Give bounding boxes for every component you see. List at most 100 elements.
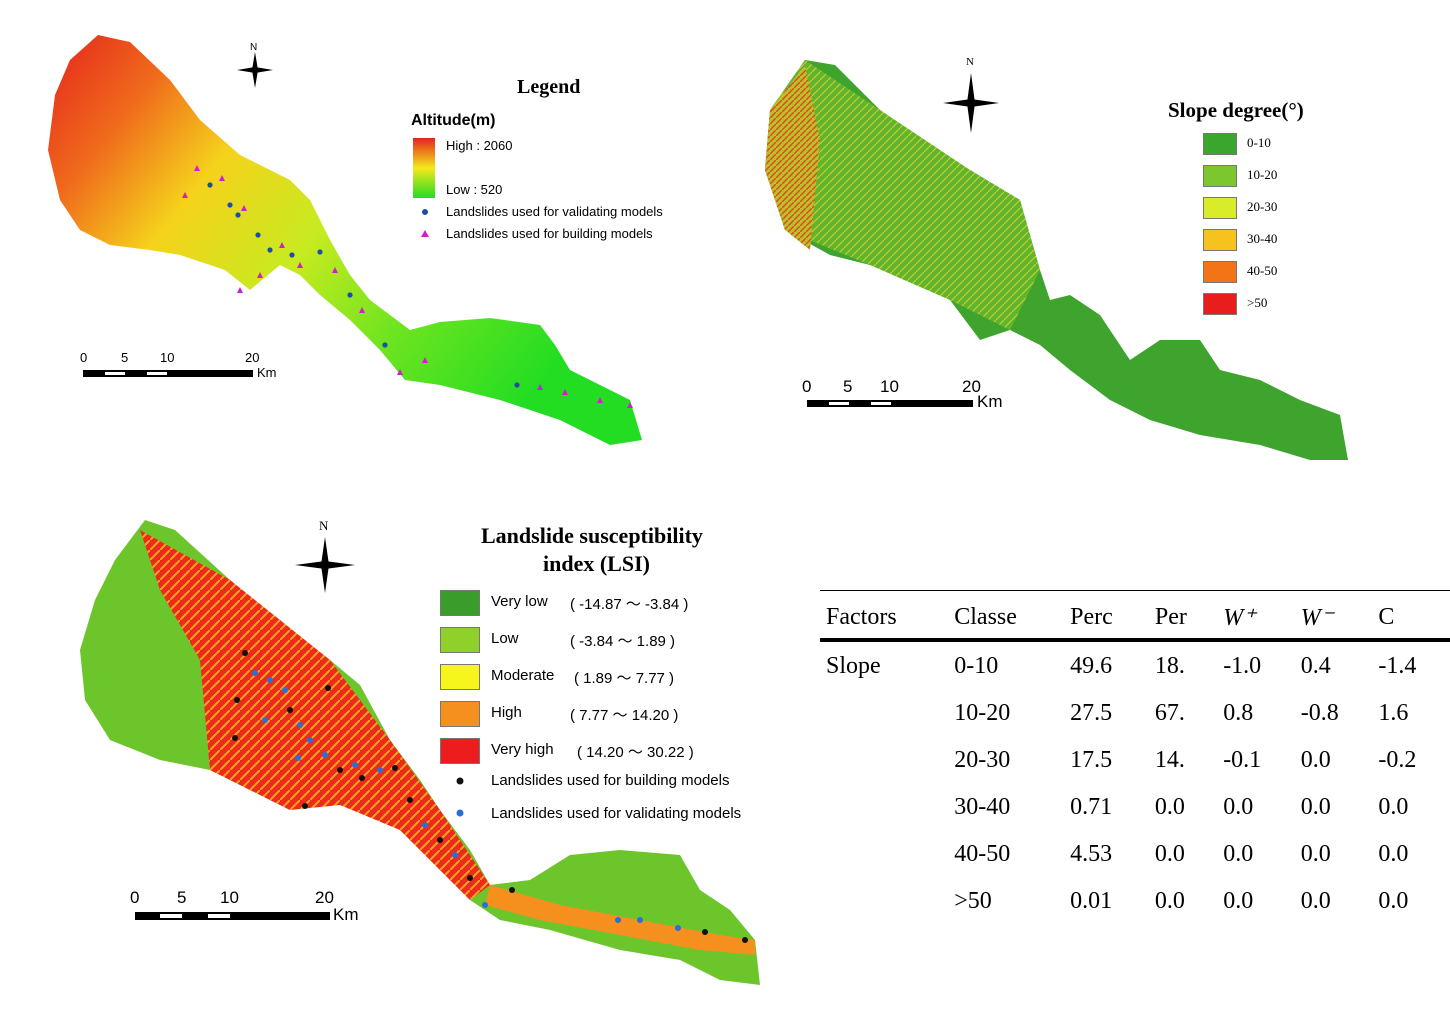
table-cell: Slope — [826, 653, 881, 679]
landslide-marker — [297, 722, 303, 728]
lsi-class-range: ( 7.77 ～ 14.20 ) — [570, 707, 679, 724]
table-cell: 0.0 — [1154, 841, 1185, 867]
north-arrow-icon — [237, 52, 273, 88]
scale-tick-0: 0 — [130, 888, 140, 907]
table-cell: 0.0 — [1300, 794, 1331, 820]
table-header-row: Factors Classe Perc Per W⁺ W⁻ C — [820, 590, 1450, 642]
lsi-legend-swatch — [440, 664, 480, 690]
table-cell: 0.8 — [1223, 700, 1254, 726]
lsi-class-range: ( 1.89 ～ 7.77 ) — [574, 670, 675, 687]
weights-of-evidence-table: Factors Classe Perc Per W⁺ W⁻ C Slope 0-10 49.6 1… — [820, 590, 1450, 924]
altitude-low-label: Low : 520 — [446, 182, 503, 197]
landslide-marker — [382, 342, 388, 348]
table-cell: 0-10 — [954, 653, 999, 679]
landslide-marker — [392, 765, 398, 771]
lsi-class-name: Very low — [491, 593, 548, 610]
scale-tick-10: 10 — [220, 888, 239, 907]
slope-legend-swatch — [1203, 293, 1237, 315]
table-row: >50 0.01 0.0 0.0 0.0 0.0 — [820, 877, 1450, 924]
landslide-marker — [287, 707, 293, 713]
landslide-marker — [252, 670, 258, 676]
table-cell — [820, 877, 948, 924]
landslide-marker — [262, 717, 268, 723]
table-cell: 0.4 — [1300, 653, 1331, 679]
landslide-marker — [359, 307, 365, 313]
landslide-marker — [597, 397, 603, 403]
validating-marker-icon — [456, 809, 464, 817]
landslide-marker — [295, 755, 301, 761]
landslide-marker — [627, 402, 633, 408]
legend-title: Legend — [517, 76, 581, 98]
landslide-marker — [207, 182, 213, 188]
table-cell: 18. — [1154, 653, 1185, 679]
lsi-class-range: ( 14.20 ～ 30.22 ) — [577, 744, 694, 761]
slope-steep-zone — [765, 60, 1040, 330]
slope-legend-label: 20-30 — [1247, 199, 1278, 214]
landslide-marker — [452, 852, 458, 858]
table-cell — [820, 830, 948, 877]
landslide-marker — [182, 192, 188, 198]
scale-unit: Km — [333, 905, 359, 924]
landslide-marker — [257, 272, 263, 278]
table-cell: 0.0 — [1300, 747, 1331, 773]
landslide-marker — [347, 292, 353, 298]
landslide-marker — [322, 752, 328, 758]
scale-tick-5: 5 — [843, 377, 853, 396]
slope-legend-swatch — [1203, 197, 1237, 219]
table-header-cell: Classe — [948, 590, 1065, 642]
table-cell: 0.0 — [1223, 794, 1254, 820]
landslide-marker — [615, 917, 621, 923]
table-cell: 0.0 — [1378, 794, 1409, 820]
altitude-map — [48, 35, 642, 445]
landslide-marker — [422, 822, 428, 828]
table-cell: 17.5 — [1070, 747, 1113, 773]
building-marker-icon — [456, 777, 464, 785]
landslide-marker — [702, 929, 708, 935]
altitude-basin-shape — [48, 35, 642, 445]
table-cell: 0.71 — [1070, 794, 1113, 820]
table-cell: -0.1 — [1223, 747, 1262, 773]
slope-map-panel: N Slope degree(°) 0-10 10-20 20-30 30-40 40-… — [740, 40, 1450, 480]
table-cell: 14. — [1154, 747, 1185, 773]
altitude-title: Altitude(m) — [411, 112, 496, 129]
table-cell: 0.0 — [1378, 841, 1409, 867]
scale-tick-20: 20 — [962, 377, 981, 396]
scale-tick-10: 10 — [880, 377, 899, 396]
landslide-marker — [279, 242, 285, 248]
north-label: N — [966, 56, 974, 68]
scale-bar — [135, 912, 330, 920]
scale-tick-0: 0 — [802, 377, 812, 396]
landslide-marker — [234, 697, 240, 703]
slope-legend-swatch — [1203, 229, 1237, 251]
landslide-marker — [742, 937, 748, 943]
lsi-class-name: Low — [491, 630, 519, 647]
landslide-marker — [359, 775, 365, 781]
table-cell: -0.2 — [1378, 747, 1417, 773]
lsi-legend-title-line1: Landslide susceptibility — [481, 523, 703, 548]
table-header-cell: C — [1372, 590, 1450, 642]
landslide-marker — [194, 165, 200, 171]
table-cell: 0.0 — [1154, 794, 1185, 820]
landslide-marker — [675, 925, 681, 931]
landslide-marker — [237, 287, 243, 293]
table-header-cell: W⁺ — [1217, 590, 1295, 642]
landslide-marker — [332, 267, 338, 273]
table-cell: 1.6 — [1378, 700, 1409, 726]
landslide-marker — [219, 175, 225, 181]
landslide-marker — [422, 357, 428, 363]
slope-legend-label: >50 — [1247, 295, 1268, 310]
altitude-map-panel: N Legend Altitude(m) High : 2060 Low : 5… — [0, 0, 720, 470]
lsi-map-panel: N Landslide susceptibility index (LSI) V… — [0, 510, 800, 1005]
table-cell: 0.0 — [1154, 888, 1185, 914]
building-legend-label: Landslides used for building models — [491, 772, 730, 789]
lsi-class-name: Very high — [491, 741, 554, 758]
table-header-cell: Per — [1148, 590, 1218, 642]
landslide-marker — [307, 737, 313, 743]
landslide-marker — [227, 202, 233, 208]
table-cell: 0.0 — [1378, 888, 1409, 914]
landslide-marker — [325, 685, 331, 691]
landslide-marker — [467, 875, 473, 881]
landslide-marker — [302, 803, 308, 809]
lsi-legend-title-line2: index (LSI) — [543, 551, 650, 576]
landslide-marker — [267, 247, 273, 253]
